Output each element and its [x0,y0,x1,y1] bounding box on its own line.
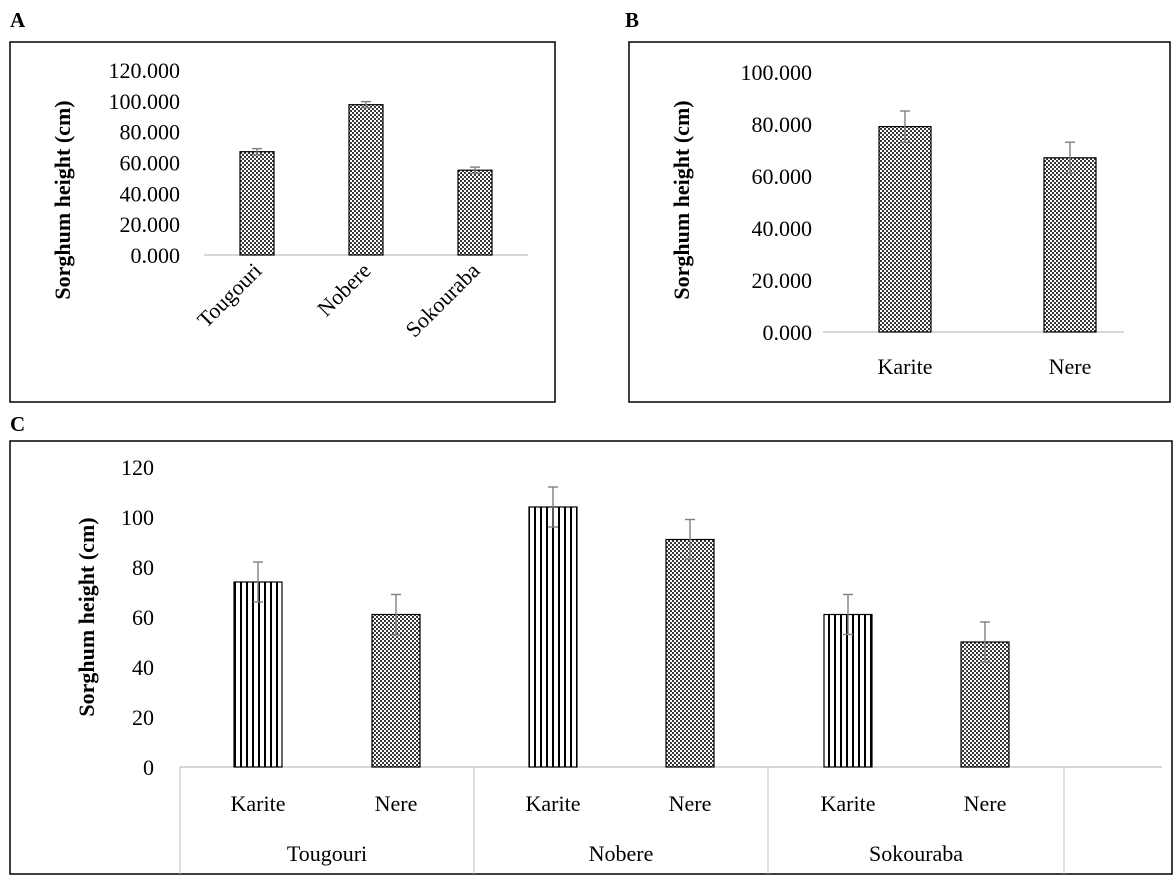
panel-a-y-tick-label: 0.000 [131,243,181,268]
panel-a-y-tick-label: 100.000 [109,89,181,114]
panel-c-x-tick-label: Nere [669,791,712,816]
panel-c-axis-table [179,767,1065,874]
panel-letter-b: B [625,8,640,32]
panel-c-frame [9,440,1173,875]
panel-c-bar [665,538,715,768]
panel-b-x-tick-label: Nere [1049,354,1092,379]
panel-b-y-tick-label: 80.000 [752,112,813,137]
panel-c-y-tick-label: 60 [132,605,154,630]
panel-b-ylabel: Sorghum height (cm) [669,100,694,299]
panel-a-plot: 0.000 20.000 40.000 60.000 80.000 100.000 120.… [109,58,528,342]
panel-c-y-tick-label: 100 [121,505,154,530]
panel-c-group-label: Tougouri [287,841,367,866]
panel-a-y-tick-label: 60.000 [120,151,181,176]
panel-c-y-tick-label: 40 [132,655,154,680]
panel-c-y-tick-label: 0 [143,755,154,780]
panel-a-frame [9,41,556,403]
panel-a-bar [239,151,275,256]
panel-c-bar [528,506,578,768]
panel-c-x-tick-label: Karite [821,791,876,816]
panel-c-bar [371,613,421,768]
panel-c-bar [823,613,873,768]
panel-a-y-tick-label: 20.000 [120,212,181,237]
panel-c-x-tick-label: Nere [375,791,418,816]
panel-b-y-tick-label: 40.000 [752,216,813,241]
panel-b-y-tick-label: 20.000 [752,268,813,293]
panel-c-y-tick-label: 20 [132,705,154,730]
panel-a-x-tick-label: Sokouraba [400,258,484,342]
panel-b-bar [1043,157,1097,333]
panel-c-y-tick-label: 80 [132,555,154,580]
panel-a-x-tick-label: Tougouri [192,258,266,332]
panel-a-bar [457,169,493,256]
panel-c-x-tick-label: Nere [964,791,1007,816]
panel-a-bar [348,104,384,256]
panel-c-x-tick-label: Karite [526,791,581,816]
panel-a-x-tick-label: Nobere [312,258,375,321]
panel-c-x-tick-label: Karite [231,791,286,816]
panel-c-ylabel: Sorghum height (cm) [74,517,99,716]
panel-a-y-tick-label: 80.000 [120,120,181,145]
panel-b-y-tick-label: 100.000 [741,60,813,85]
panel-b-x-tick-label: Karite [878,354,933,379]
panel-c-group-label: Nobere [589,841,654,866]
panel-c-group-label: Sokouraba [869,841,963,866]
panel-b-y-tick-label: 0.000 [763,320,813,345]
panel-b-y-tick-label: 60.000 [752,164,813,189]
panel-b-plot: 0.000 20.000 40.000 60.000 80.000 100.000 Kari… [741,60,1124,379]
panel-a-y-tick-label: 120.000 [109,58,181,83]
panel-c-bar [233,581,283,768]
panel-c-bar [960,641,1010,768]
panel-letter-c: C [10,412,26,436]
panel-a-ylabel: Sorghum height (cm) [50,100,75,299]
panel-b-bar [878,125,932,333]
panel-c-plot: 0 20 40 60 80 100 120 Karite Nere Karite Nere Karit… [121,455,1162,866]
panel-c-y-tick-label: 120 [121,455,154,480]
panel-a-y-tick-label: 40.000 [120,181,181,206]
panel-letter-a: A [10,8,26,32]
panel-b-frame [628,41,1171,403]
